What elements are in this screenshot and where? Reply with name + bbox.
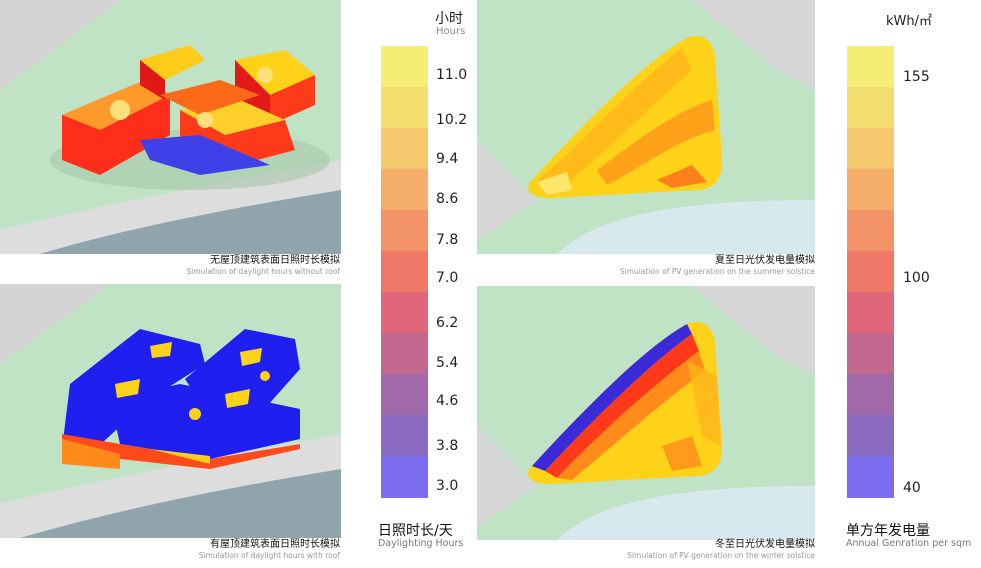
legend-title-cn: 日照时长/天 <box>378 523 453 539</box>
legend-tick-label: 7.8 <box>436 232 459 248</box>
legend-title-cn: 单方年发电量 <box>846 523 930 539</box>
legend-swatch <box>381 169 428 211</box>
panel-pv-winter <box>477 286 815 540</box>
legend-swatch <box>847 292 894 334</box>
legend-tick-label: 4.6 <box>436 393 459 409</box>
panel-daylight-with-roof <box>0 284 341 538</box>
legend-title-en: Daylighting Hours <box>378 538 464 549</box>
legend-swatch <box>381 210 428 252</box>
legend-swatch <box>381 87 428 129</box>
legend-pv-generation: kWh/㎡ 155 100 40 单方年发电量 Annual Genration p… <box>840 0 981 568</box>
legend-unit: kWh/㎡ <box>886 14 933 29</box>
legend-tick-label: 7.0 <box>436 270 459 286</box>
legend-tick-label: 5.4 <box>436 355 459 371</box>
legend-tick-label: 100 <box>903 270 930 286</box>
legend-swatch <box>381 374 428 416</box>
legend-swatch <box>381 292 428 334</box>
caption-en: Simulation of PV generation on the summe… <box>619 267 815 276</box>
legend-tick-label: 3.0 <box>436 478 459 494</box>
panel-daylight-without-roof <box>0 0 341 254</box>
legend-tick-label: 40 <box>903 480 921 496</box>
map-image-pv-winter <box>477 286 815 540</box>
caption-en: Simulation of daylight hours without roo… <box>186 267 340 276</box>
legend-swatch <box>381 456 428 498</box>
caption-cn: 无屋顶建筑表面日照时长模拟 <box>210 255 340 266</box>
caption-panel-3: 夏至日光伏发电量模拟 Simulation of PV generation o… <box>575 255 815 277</box>
legend-swatch <box>381 46 428 88</box>
map-image-daylight-with-roof <box>0 284 341 538</box>
legend-swatch <box>847 333 894 375</box>
caption-panel-4: 冬至日光伏发电量模拟 Simulation of PV generation o… <box>575 539 815 561</box>
legend-swatch <box>847 456 894 498</box>
legend-tick-label: 9.4 <box>436 151 459 167</box>
legend-tick-label: 10.2 <box>436 112 468 128</box>
legend-swatch <box>847 128 894 170</box>
legend-tick-label: 6.2 <box>436 315 459 331</box>
legend-title-en: Annual Genration per sqm <box>846 538 972 549</box>
legend-unit-cn: 小时 <box>435 11 463 27</box>
legend-swatch <box>381 128 428 170</box>
legend-daylight-hours: 小时 Hours 11.0 10.2 9.4 8.6 7.8 7.0 6.2 5.4 4.6 3.… <box>370 0 475 568</box>
legend-swatch <box>381 251 428 293</box>
legend-tick-label: 3.8 <box>436 438 459 454</box>
legend-swatch <box>847 169 894 211</box>
legend-swatch <box>847 210 894 252</box>
legend-tick-label: 155 <box>903 69 930 85</box>
caption-en: Simulation of PV generation on the winte… <box>627 551 815 560</box>
caption-panel-2: 有屋顶建筑表面日照时长模拟 Simulation of daylight hou… <box>100 539 340 561</box>
caption-cn: 夏至日光伏发电量模拟 <box>715 255 815 266</box>
legend-swatch <box>847 374 894 416</box>
caption-panel-1: 无屋顶建筑表面日照时长模拟 Simulation of daylight hou… <box>100 255 340 277</box>
caption-cn: 冬至日光伏发电量模拟 <box>715 539 815 550</box>
map-image-pv-summer <box>477 0 815 254</box>
legend-swatch <box>847 415 894 457</box>
map-image-daylight-without-roof <box>0 0 341 254</box>
legend-swatch <box>847 87 894 129</box>
legend-swatch <box>381 333 428 375</box>
legend-tick-label: 11.0 <box>436 67 468 83</box>
caption-en: Simulation of daylight hours with roof <box>198 551 340 560</box>
legend-tick-label: 8.6 <box>436 191 459 207</box>
caption-cn: 有屋顶建筑表面日照时长模拟 <box>210 539 340 550</box>
legend-swatch <box>381 415 428 457</box>
legend-swatch <box>847 46 894 88</box>
legend-unit-en: Hours <box>436 26 466 37</box>
legend-swatch <box>847 251 894 293</box>
panel-pv-summer <box>477 0 815 254</box>
